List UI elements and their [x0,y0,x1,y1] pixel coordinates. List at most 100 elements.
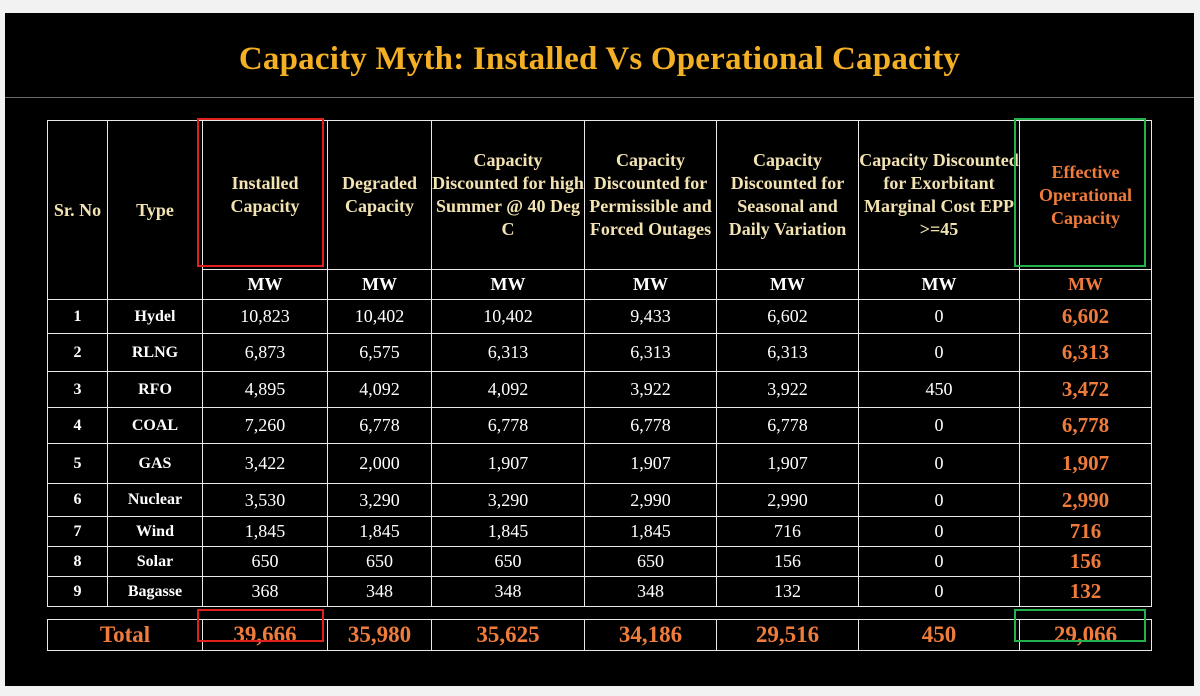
row-type: Hydel [107,299,203,334]
table-row: 7 Wind 1,845 1,845 1,845 1,845 716 0 716 [47,516,1152,547]
row-sr-no: 2 [47,333,108,372]
table-row: 3 RFO 4,895 4,092 4,092 3,922 3,922 450 3,472 [47,371,1152,408]
row-summer: 348 [431,576,585,607]
row-effective: 1,907 [1019,443,1152,484]
row-marginal: 0 [858,483,1020,517]
total-seasonal: 29,516 [716,619,859,651]
total-marginal: 450 [858,619,1020,651]
row-seasonal: 6,602 [716,299,859,334]
row-outages: 3,922 [584,371,717,408]
row-degraded: 3,290 [327,483,432,517]
row-installed: 3,530 [202,483,328,517]
row-installed: 650 [202,546,328,577]
row-sr-no: 5 [47,443,108,484]
table-row: 9 Bagasse 368 348 348 348 132 0 132 [47,576,1152,607]
row-outages: 9,433 [584,299,717,334]
slide-title: Capacity Myth: Installed Vs Operational … [238,41,961,77]
row-effective: 2,990 [1019,483,1152,517]
row-summer: 10,402 [431,299,585,334]
header-summer: Capacity Discounted for high Summer @ 40… [431,120,585,270]
total-summer: 35,625 [431,619,585,651]
header-installed: Installed Capacity [202,120,328,270]
row-degraded: 6,778 [327,407,432,444]
row-outages: 650 [584,546,717,577]
row-installed: 6,873 [202,333,328,372]
table-row: 2 RLNG 6,873 6,575 6,313 6,313 6,313 0 6,313 [47,333,1152,372]
row-effective: 132 [1019,576,1152,607]
row-type: Wind [107,516,203,547]
row-outages: 1,845 [584,516,717,547]
row-type: COAL [107,407,203,444]
unit-label: MW [858,269,1020,300]
unit-label: MW [202,269,328,300]
row-installed: 368 [202,576,328,607]
row-outages: 348 [584,576,717,607]
total-row: Total 39,666 35,980 35,625 34,186 29,516… [47,619,1152,651]
spacer-row [48,607,1152,620]
total-label: Total [47,619,203,651]
row-marginal: 0 [858,546,1020,577]
row-installed: 1,845 [202,516,328,547]
header-outages: Capacity Discounted for Permissible and … [584,120,717,270]
row-outages: 1,907 [584,443,717,484]
row-outages: 2,990 [584,483,717,517]
row-effective: 156 [1019,546,1152,577]
row-outages: 6,313 [584,333,717,372]
row-installed: 10,823 [202,299,328,334]
row-summer: 6,313 [431,333,585,372]
row-type: Solar [107,546,203,577]
row-summer: 6,778 [431,407,585,444]
row-sr-no: 8 [47,546,108,577]
unit-row: MW MW MW MW MW MW MW [48,269,1152,300]
row-seasonal: 132 [716,576,859,607]
row-degraded: 348 [327,576,432,607]
row-installed: 7,260 [202,407,328,444]
row-seasonal: 156 [716,546,859,577]
row-degraded: 1,845 [327,516,432,547]
row-seasonal: 716 [716,516,859,547]
row-summer: 1,907 [431,443,585,484]
row-sr-no: 3 [47,371,108,408]
row-type: RFO [107,371,203,408]
row-installed: 4,895 [202,371,328,408]
table-row: 4 COAL 7,260 6,778 6,778 6,778 6,778 0 6,778 [47,407,1152,444]
table-row: 1 Hydel 10,823 10,402 10,402 9,433 6,602 0 6,602 [47,299,1152,334]
row-degraded: 10,402 [327,299,432,334]
title-divider [5,97,1194,98]
row-effective: 6,313 [1019,333,1152,372]
row-seasonal: 1,907 [716,443,859,484]
unit-label: MW [716,269,859,300]
row-summer: 3,290 [431,483,585,517]
header-effective: Effective Operational Capacity [1019,120,1152,270]
row-type: GAS [107,443,203,484]
row-marginal: 0 [858,299,1020,334]
total-degraded: 35,980 [327,619,432,651]
row-degraded: 2,000 [327,443,432,484]
total-installed: 39,666 [202,619,328,651]
slide: Capacity Myth: Installed Vs Operational … [5,13,1194,686]
row-sr-no: 1 [47,299,108,334]
row-degraded: 6,575 [327,333,432,372]
row-effective: 6,778 [1019,407,1152,444]
row-marginal: 0 [858,407,1020,444]
table-row: 6 Nuclear 3,530 3,290 3,290 2,990 2,990 0 2,990 [47,483,1152,517]
row-marginal: 0 [858,333,1020,372]
table-row: 8 Solar 650 650 650 650 156 0 156 [47,546,1152,577]
row-marginal: 450 [858,371,1020,408]
header-seasonal: Capacity Discounted for Seasonal and Dai… [716,120,859,270]
row-outages: 6,778 [584,407,717,444]
capacity-table: Sr. No Type Installed Capacity Degraded … [47,120,1152,651]
row-type: Nuclear [107,483,203,517]
row-sr-no: 6 [47,483,108,517]
table-row: 5 GAS 3,422 2,000 1,907 1,907 1,907 0 1,907 [47,443,1152,484]
row-seasonal: 6,313 [716,333,859,372]
unit-label: MW [584,269,717,300]
row-marginal: 0 [858,516,1020,547]
row-seasonal: 6,778 [716,407,859,444]
row-effective: 3,472 [1019,371,1152,408]
unit-label: MW [431,269,585,300]
row-marginal: 0 [858,443,1020,484]
row-summer: 1,845 [431,516,585,547]
row-degraded: 650 [327,546,432,577]
data-rows: 1 Hydel 10,823 10,402 10,402 9,433 6,602 0 6,602… [47,299,1152,607]
